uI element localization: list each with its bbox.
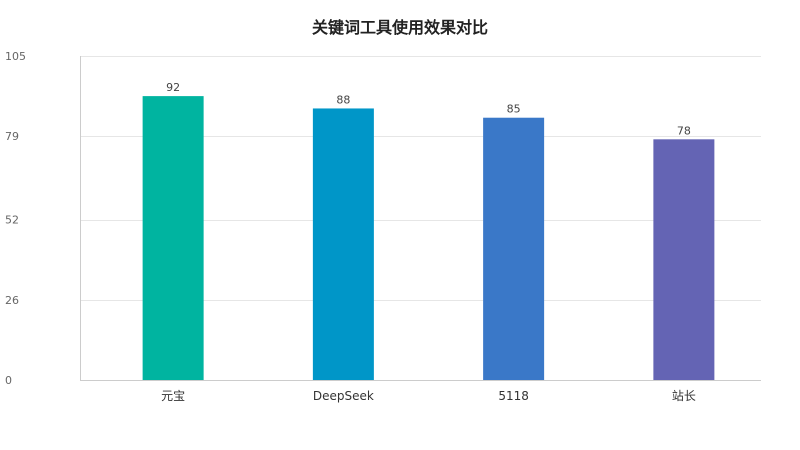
x-axis-ticks: 元宝 DeepSeek 5118 站长 [161, 389, 696, 403]
data-label: 78 [677, 124, 691, 137]
y-tick-label: 0 [5, 374, 12, 387]
data-label: 88 [336, 93, 350, 106]
axes [80, 56, 761, 381]
y-tick-label: 105 [5, 50, 26, 63]
y-tick-label: 52 [5, 214, 19, 227]
x-tick-label: 元宝 [161, 389, 185, 403]
y-tick-label: 26 [5, 294, 19, 307]
data-labels: 92 88 85 78 [166, 81, 691, 137]
bar [312, 108, 374, 380]
y-tick-label: 79 [5, 130, 19, 143]
y-axis-ticks: 0 26 52 79 105 [5, 50, 26, 387]
bar [142, 96, 204, 380]
x-tick-label: DeepSeek [313, 389, 374, 403]
chart-title: 关键词工具使用效果对比 [312, 18, 488, 37]
x-tick-label: 5118 [498, 389, 529, 403]
bars [142, 96, 715, 380]
bar [653, 139, 715, 380]
x-tick-label: 站长 [672, 389, 696, 403]
data-label: 92 [166, 81, 180, 94]
bar [483, 117, 545, 380]
data-label: 85 [507, 103, 521, 116]
